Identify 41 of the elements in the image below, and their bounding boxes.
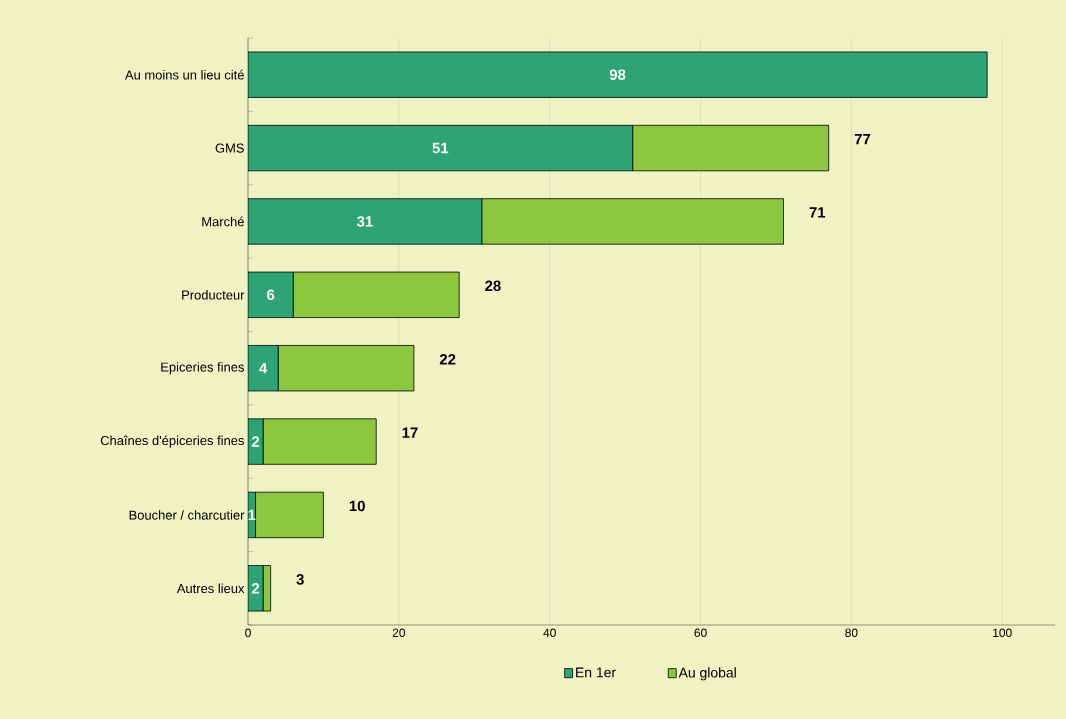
total-label: 77 (854, 133, 871, 145)
y-tick-label: Producteur (182, 290, 245, 300)
data-label: 2 (251, 436, 260, 447)
legend-label: Au global (678, 667, 736, 681)
bar (248, 271, 294, 318)
bar (255, 491, 324, 539)
x-tick-label: 60 (694, 628, 707, 637)
total-label: 28 (485, 280, 501, 292)
x-tick-label: 80 (845, 628, 858, 637)
total-label: 10 (349, 500, 365, 512)
data-label: 98 (609, 69, 626, 80)
data-label: 31 (356, 216, 373, 227)
y-tick-label: Au moins un lieu cité (125, 69, 244, 80)
total-label: 17 (402, 427, 418, 438)
x-tick-label: 40 (543, 628, 556, 637)
y-tick-label: Chaînes d'épiceries fines (100, 435, 244, 448)
y-tick-label: Boucher / charcutier (129, 510, 245, 520)
bar (248, 51, 988, 98)
total-label: 22 (439, 354, 456, 365)
data-label: 4 (259, 363, 268, 374)
x-tick-label: 20 (392, 628, 406, 637)
x-tick-label: 100 (993, 628, 1012, 637)
legend-label: En 1er (576, 667, 616, 678)
bar (292, 271, 460, 318)
y-tick-label: Marché (202, 216, 244, 227)
total-label: 3 (296, 574, 304, 585)
bar (248, 124, 634, 172)
total-label: 71 (809, 207, 826, 218)
bar (248, 198, 483, 245)
y-tick-label: Epiceries fines (161, 362, 244, 375)
y-tick-label: Autres lieux (176, 583, 245, 594)
x-tick-label: 0 (245, 628, 251, 637)
data-label: 2 (251, 583, 260, 594)
bar (481, 198, 784, 245)
bar (632, 124, 830, 172)
data-label: 51 (432, 142, 449, 154)
y-tick-label: GMS (215, 143, 244, 153)
bar (277, 345, 415, 392)
bar (262, 418, 377, 465)
data-label: 6 (267, 289, 275, 301)
bar (248, 345, 279, 392)
